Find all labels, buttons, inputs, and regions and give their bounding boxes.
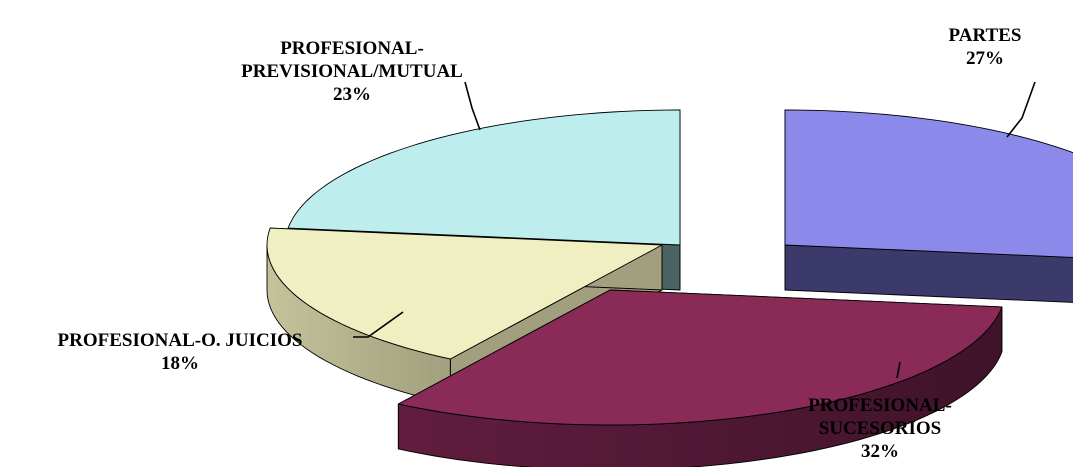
leader-line bbox=[896, 361, 901, 379]
slice-name-label: PROFESIONAL- bbox=[808, 395, 952, 416]
slice-name-label: PROFESIONAL- bbox=[280, 38, 424, 59]
pie-slice-2 bbox=[397, 289, 1003, 467]
slice-percent-label: 23% bbox=[333, 84, 371, 105]
pie-slice-top bbox=[784, 109, 1073, 258]
slice-percent-label: 18% bbox=[161, 353, 199, 374]
slice-labels: PARTES27%PROFESIONAL-SUCESORIOS32%PROFES… bbox=[58, 25, 1036, 462]
pie-slice-1 bbox=[784, 109, 1073, 303]
slice-name-label: PARTES bbox=[949, 25, 1022, 46]
pie-slice-top bbox=[287, 109, 681, 246]
pie-slices bbox=[266, 109, 1073, 467]
leader-line bbox=[1006, 81, 1036, 138]
slice-name-label: PREVISIONAL/MUTUAL bbox=[241, 61, 463, 82]
leader-line bbox=[464, 81, 481, 131]
pie-slice-top bbox=[266, 227, 663, 360]
slice-percent-label: 27% bbox=[966, 48, 1004, 69]
slice-name-label: SUCESORIOS bbox=[819, 418, 942, 439]
leader-line bbox=[353, 311, 404, 338]
pie-slice-top bbox=[397, 289, 1003, 426]
slice-name-label: PROFESIONAL-O. JUICIOS bbox=[58, 330, 303, 351]
slice-percent-label: 32% bbox=[861, 441, 899, 462]
